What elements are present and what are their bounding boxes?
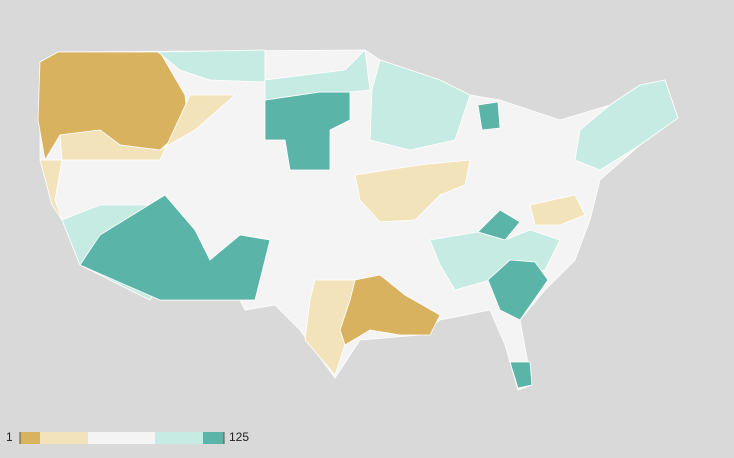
region <box>59 94 237 161</box>
legend-swatch <box>155 432 203 444</box>
region <box>509 361 533 389</box>
legend-max-label: 125 <box>229 430 249 444</box>
region <box>79 194 271 301</box>
legend-swatch <box>88 432 155 444</box>
region <box>477 101 501 131</box>
region <box>487 259 549 321</box>
region <box>529 194 586 226</box>
region <box>369 59 471 151</box>
region <box>574 79 679 171</box>
legend: 1 125 <box>6 430 249 444</box>
region <box>264 49 371 101</box>
legend-swatch <box>203 432 224 444</box>
region <box>39 159 63 221</box>
legend-swatch <box>40 432 88 444</box>
legend-swatch <box>20 432 40 444</box>
region <box>429 229 561 291</box>
region <box>354 159 471 223</box>
region <box>156 49 266 83</box>
legend-min-label: 1 <box>6 430 13 444</box>
us-map <box>37 49 679 391</box>
region <box>304 279 356 376</box>
